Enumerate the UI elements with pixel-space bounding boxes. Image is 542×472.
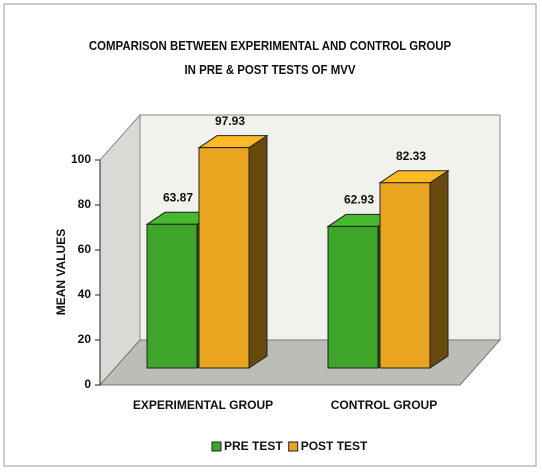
y-tick-label: 20 xyxy=(78,332,92,346)
bar xyxy=(379,182,431,369)
y-tick-label: 0 xyxy=(84,377,91,391)
data-label: 82.33 xyxy=(396,149,426,163)
data-label: 97.93 xyxy=(215,114,245,128)
legend-swatch xyxy=(211,441,222,452)
bar-side xyxy=(248,134,268,369)
x-tick-label: EXPERIMENTAL GROUP xyxy=(133,398,273,412)
legend-swatch xyxy=(288,441,299,452)
chart-title: COMPARISON BETWEEN EXPERIMENTAL AND CONT… xyxy=(88,38,452,77)
data-label: 62.93 xyxy=(344,193,374,207)
legend-label: PRE TEST xyxy=(224,439,283,453)
y-axis-label: MEAN VALUES xyxy=(54,229,68,315)
y-tick-label: 60 xyxy=(78,242,92,256)
data-label: 63.87 xyxy=(163,190,193,204)
bar-side xyxy=(429,169,449,369)
bar xyxy=(146,223,198,369)
y-tick-label: 100 xyxy=(71,152,91,166)
bar xyxy=(327,225,379,369)
legend-label: POST TEST xyxy=(301,439,368,453)
bar xyxy=(198,147,250,369)
x-tick-label: CONTROL GROUP xyxy=(331,398,437,412)
side-wall xyxy=(99,113,141,387)
y-tick-label: 80 xyxy=(78,197,92,211)
y-tick-label: 40 xyxy=(78,287,92,301)
